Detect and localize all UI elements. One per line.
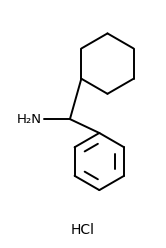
Text: H₂N: H₂N (17, 113, 42, 125)
Text: HCl: HCl (71, 223, 95, 237)
